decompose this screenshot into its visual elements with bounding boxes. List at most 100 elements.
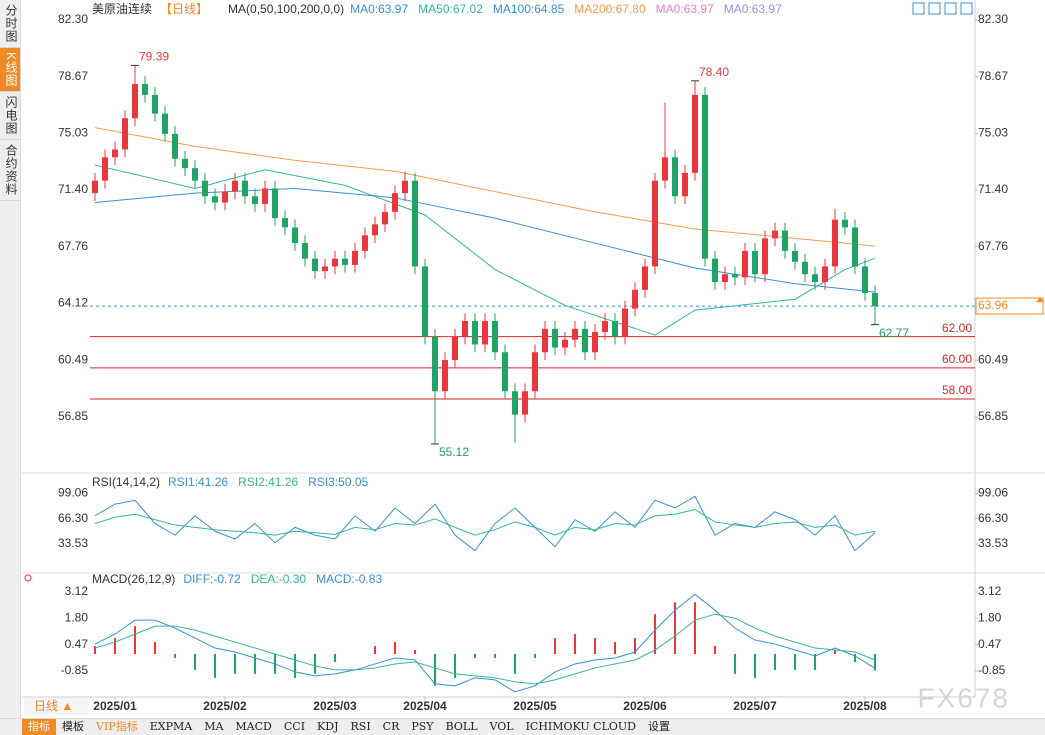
indicator: MA(0,50,100,200,0,0) <box>228 2 344 16</box>
icon[interactable] <box>928 2 941 15</box>
histogram-bar <box>414 650 416 655</box>
candle-body <box>612 321 618 337</box>
toolbar-item[interactable]: 指标 <box>22 719 56 735</box>
candle-body <box>382 211 388 225</box>
histogram-bar <box>574 634 576 655</box>
y-tick-label: 67.76 <box>58 239 88 253</box>
candle-body <box>172 133 178 159</box>
y-tick-label: 82.30 <box>58 12 88 26</box>
y-tick-label: 75.03 <box>978 126 1008 140</box>
candle-body <box>182 158 188 169</box>
x-tick-label: 2025/01 <box>93 699 137 713</box>
candle-body <box>672 157 678 197</box>
y-tick-label: 33.53 <box>978 536 1008 550</box>
candle-body <box>582 328 588 353</box>
chart: 日线 ▲ FX678 82.30 82.30 78.67 78.67 75.03 75.0… <box>22 0 1045 715</box>
level-label: 60.00 <box>942 352 972 366</box>
candle-body <box>372 224 378 236</box>
ma-line <box>94 127 876 247</box>
toolbar-item[interactable]: 模板 <box>62 720 84 733</box>
toolbar-item[interactable]: ICHIMOKU CLOUD <box>525 720 636 733</box>
toolbar-item[interactable]: VIP指标 <box>96 720 138 733</box>
candle-body <box>592 331 598 353</box>
macd-icon[interactable] <box>24 574 32 582</box>
icon[interactable] <box>912 2 925 15</box>
histogram-bar <box>374 646 376 655</box>
histogram-bar <box>494 654 496 658</box>
toolbar-item[interactable]: 设置 <box>647 720 670 733</box>
candle-body <box>632 289 638 309</box>
histogram-bar <box>774 654 776 670</box>
y-tick-label: 3.12 <box>978 584 1002 598</box>
candle-body <box>332 258 338 267</box>
y-tick-label: 60.49 <box>978 352 1008 366</box>
candle-body <box>232 180 238 192</box>
last-price-label: 63.96 <box>978 298 1008 312</box>
histogram-bar <box>694 602 696 655</box>
candle-body <box>602 321 608 332</box>
toolbar: 指标 模板 VIP指标 EXPMA MA MACD CCI KDJ RSI CR PSY BOLL VO… <box>0 718 1045 735</box>
annotation: 79.39 <box>139 50 169 64</box>
candle-body <box>112 149 118 158</box>
candle-body <box>772 230 778 239</box>
toolbar-item[interactable]: KDJ <box>317 720 339 733</box>
sidebar-tab[interactable]: 分时图 <box>0 0 20 48</box>
candle-body <box>532 352 538 392</box>
candle-body <box>222 191 228 203</box>
x-tick-label: 2025/08 <box>843 699 887 713</box>
toolbar-item[interactable]: BOLL <box>445 720 478 733</box>
candle-body <box>822 266 828 283</box>
toolbar-item[interactable]: PSY <box>411 720 434 733</box>
toolbar-item[interactable]: VOL <box>489 720 514 733</box>
candle-body <box>132 83 138 119</box>
histogram-bar <box>114 638 116 655</box>
y-tick-label: 56.85 <box>58 409 88 423</box>
candle-body <box>752 250 758 275</box>
candle-body <box>152 94 158 114</box>
period-button-bg[interactable] <box>24 698 88 715</box>
sidebar-tab[interactable]: 闪电图 <box>0 92 20 141</box>
histogram-bar <box>834 650 836 655</box>
annotation: 55.12 <box>439 445 469 459</box>
y-tick-label: 78.67 <box>978 69 1008 83</box>
toolbar-item[interactable]: CR <box>382 720 400 733</box>
icon[interactable] <box>944 2 957 15</box>
candle-body <box>732 274 738 278</box>
candle-body <box>862 266 868 293</box>
candle-body <box>722 274 728 283</box>
y-tick-label: 66.30 <box>58 511 88 525</box>
candle-body <box>852 227 858 267</box>
indicator-line <box>94 509 876 536</box>
candle-body <box>312 258 318 272</box>
x-tick-label: 2025/05 <box>513 699 557 713</box>
candle-body <box>762 238 768 275</box>
candle-body <box>202 180 208 197</box>
toolbar-item[interactable]: RSI <box>350 720 371 733</box>
panel-title: MACD(26,12,9) <box>92 572 175 586</box>
candle-body <box>692 94 698 173</box>
icon[interactable] <box>960 2 973 15</box>
toolbar-item[interactable]: MA <box>204 720 224 733</box>
histogram-bar <box>174 654 176 658</box>
sidebar-tab[interactable]: K线图 <box>0 48 20 93</box>
y-tick-label: 82.30 <box>978 12 1008 26</box>
candle-body <box>562 339 568 348</box>
candle-body <box>352 250 358 265</box>
candle-body <box>492 321 498 353</box>
sidebar-tab[interactable]: 合约资料 <box>0 140 20 202</box>
indicator-line <box>94 593 876 693</box>
histogram-bar <box>634 638 636 655</box>
candle-body <box>442 360 448 392</box>
toolbar-item[interactable]: CCI <box>283 720 306 733</box>
toolbar-item[interactable]: EXPMA <box>149 720 193 733</box>
toolbar-item[interactable]: MACD <box>235 720 272 733</box>
histogram-bar <box>134 626 136 655</box>
candle-body <box>192 168 198 181</box>
y-tick-label: 71.40 <box>978 182 1008 196</box>
ma-line <box>94 164 876 336</box>
histogram-bar <box>654 614 656 655</box>
candle-body <box>662 157 668 181</box>
histogram-bar <box>94 646 96 655</box>
period-button[interactable]: 日线 ▲ <box>34 699 73 713</box>
